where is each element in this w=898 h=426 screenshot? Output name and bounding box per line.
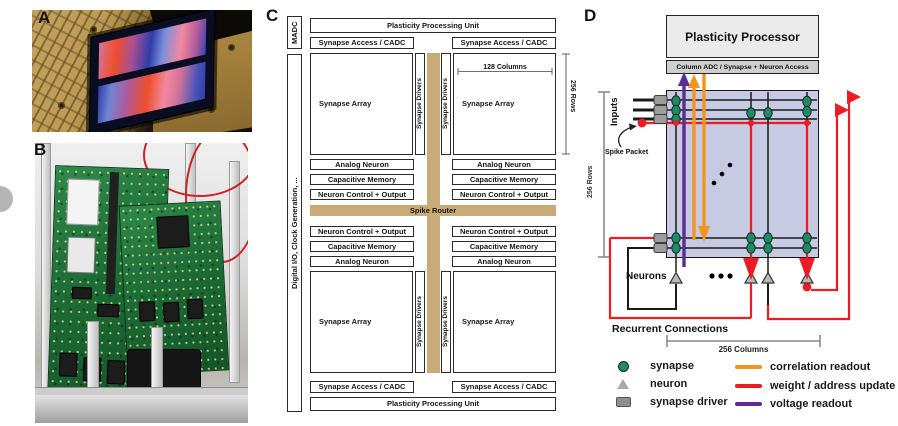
spike-packet-pointer [617,126,633,148]
synapse-array-box: Synapse Array [310,271,413,373]
ic-chip [186,298,204,320]
correlation-line-icon [735,365,762,369]
base-plate-edge [35,387,248,396]
neuron-icon [617,379,629,389]
screw-hole [90,26,97,33]
correlation-up-arrowhead [688,74,700,88]
legend-synapse: synapse [615,360,694,372]
ppu-top-box: Plasticity Processing Unit [310,18,556,33]
legend-weight: weight / address update [735,380,895,392]
synapse-drivers-box: Synapse Drivers [415,53,425,155]
base-plate [35,395,248,423]
weight-update-arrowhead [799,258,815,280]
analog-neuron-box: Analog Neuron [310,159,414,170]
panel-d-label: D [584,6,597,25]
digital-io-box: Digital I/O, Clock Generation, ... [287,54,302,412]
plasticity-processor-box: Plasticity Processor [666,15,819,58]
spike-router-band: Spike Router [310,205,556,216]
legend-synapse-driver-label: synapse driver [650,396,728,408]
edge-semicircle-decoration [0,186,13,212]
legend-synapse-driver: synapse driver [615,396,728,408]
ic-chip [162,301,180,323]
screw-hole [228,44,235,51]
red-out-arrow-outer [847,90,861,104]
rows-dimension-label: 256 Rows [569,80,576,113]
capacitive-memory-box: Capacitive Memory [452,241,556,252]
synapse-access-box: Synapse Access / CADC [310,37,414,49]
panel-c-label: C [266,6,279,25]
input-stub-lines [633,98,655,121]
legend-synapse-label: synapse [650,360,695,372]
neuron-control-box: Neuron Control + Output [452,226,556,237]
synapse-drivers-box: Synapse Drivers [415,271,425,373]
legend-weight-label: weight / address update [770,380,896,392]
legend-neuron-label: neuron [650,378,688,390]
neurons-label: Neurons [626,271,667,282]
capacitive-memory-box: Capacitive Memory [310,174,414,185]
screw-hole [58,102,65,109]
red-out-arrow-inner [835,103,849,117]
panel-a-label: A [38,8,51,27]
madc-box: MADC [287,16,302,49]
panel-b-label: B [34,140,47,159]
legend-correlation: correlation readout [735,361,870,373]
legend-voltage-label: voltage readout [770,398,852,410]
voltage-readout-arrowhead [678,72,690,86]
d-columns-label: 256 Columns [718,345,769,354]
legend-correlation-label: correlation readout [770,361,871,373]
neuron-control-box: Neuron Control + Output [310,189,414,200]
columns-dimension-label: 128 Columns [462,64,548,71]
analog-neuron-box: Analog Neuron [452,256,556,267]
neuron-triangles [668,271,815,284]
connector-slot [105,172,120,295]
analog-neuron-box: Analog Neuron [452,159,556,170]
ppu-bottom-box: Plasticity Processing Unit [310,397,556,411]
ic-chip [138,301,156,322]
screw-hole [208,106,215,113]
synapse-array-box: Synapse Array [453,271,556,373]
spike-packet-label: Spike Packet [605,149,649,156]
synapse-drivers-box: Synapse Drivers [441,53,451,155]
weight-line-icon [735,384,762,388]
spike-packet-pointer-head [629,123,637,131]
legend-neuron: neuron [615,378,687,390]
synapse-crossbar-array [666,90,819,258]
neuron-control-box: Neuron Control + Output [452,189,556,200]
synapse-array-box: Synapse Array [310,53,413,155]
column-adc-band: Column ADC / Synapse + Neuron Access [666,60,819,74]
capacitive-memory-box: Capacitive Memory [452,174,556,185]
weight-update-arrowhead [743,258,759,280]
synapse-access-box: Synapse Access / CADC [310,381,414,393]
recurrent-connections-label: Recurrent Connections [612,323,729,335]
synapse-icon [617,360,629,372]
ic-chip [156,215,190,249]
white-module [66,178,100,226]
inputs-label: Inputs [609,97,620,127]
synapse-access-box: Synapse Access / CADC [452,37,556,49]
capacitor [58,352,78,377]
synapse-drivers-box: Synapse Drivers [441,271,451,373]
test-setup-photo [35,143,248,423]
ic-chip [96,303,120,318]
chip-photo [32,10,252,132]
legend-voltage: voltage readout [735,398,852,410]
voltage-line-icon [735,402,762,406]
capacitor [106,360,126,385]
synapse-driver-icon [615,397,631,407]
synapse-access-box: Synapse Access / CADC [452,381,556,393]
ic-chip [71,286,93,300]
daughter-module [66,236,96,274]
capacitive-memory-box: Capacitive Memory [310,241,414,252]
analog-neuron-box: Analog Neuron [310,256,414,267]
neuron-control-box: Neuron Control + Output [310,226,414,237]
d-rows-label: 256 Rows [587,165,594,198]
